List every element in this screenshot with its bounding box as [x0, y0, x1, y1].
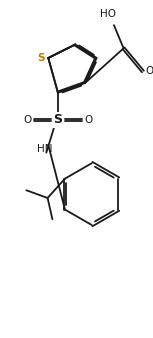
Text: S: S [37, 53, 44, 63]
Text: O: O [23, 115, 31, 125]
Text: O: O [85, 115, 93, 125]
Text: HN: HN [37, 144, 52, 154]
Text: S: S [53, 113, 62, 126]
Text: O: O [146, 67, 153, 76]
Text: HO: HO [100, 8, 116, 19]
